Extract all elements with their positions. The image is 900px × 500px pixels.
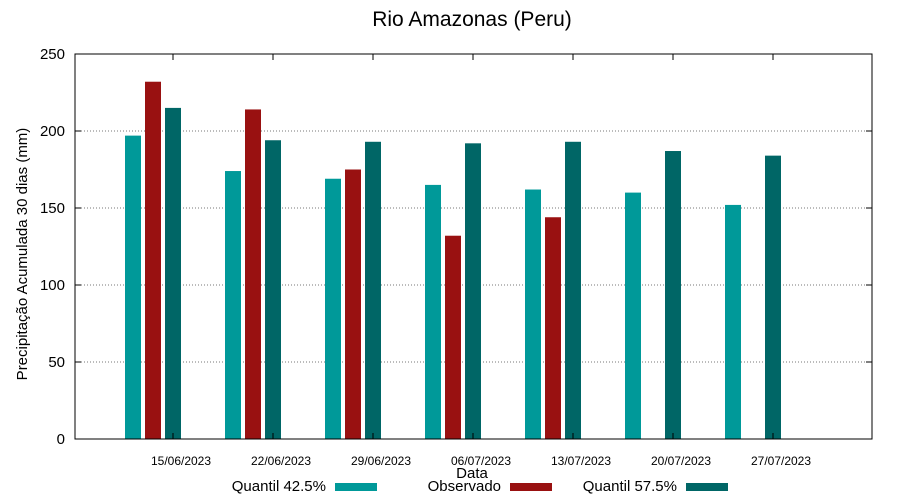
bar <box>325 178 341 440</box>
bar <box>425 184 441 439</box>
bar <box>525 189 541 439</box>
legend-label: Quantil 57.5% <box>583 478 677 495</box>
y-axis-label: Precipitação Acumulada 30 dias (mm) <box>14 128 31 381</box>
legend-swatch <box>510 483 552 491</box>
y-tick-label: 150 <box>40 200 65 217</box>
x-tick-label: 27/07/2023 <box>751 454 811 468</box>
bar <box>625 192 641 439</box>
chart-title: Rio Amazonas (Peru) <box>372 8 572 31</box>
legend-label: Observado <box>428 478 501 495</box>
bar <box>565 141 581 439</box>
bar <box>665 151 681 439</box>
bar <box>465 143 481 439</box>
ticks-layer: 0 50 100 150 200 250 15/06/2023 22/06/2023 29/06… <box>40 46 872 468</box>
bar <box>725 204 741 439</box>
legend-label: Quantil 42.5% <box>232 478 326 495</box>
bars-layer <box>125 81 781 440</box>
y-tick-label: 200 <box>40 123 65 140</box>
x-axis-label: Data <box>456 465 488 482</box>
x-tick-label: 22/06/2023 <box>251 454 311 468</box>
bar <box>345 169 361 439</box>
x-tick-label: 29/06/2023 <box>351 454 411 468</box>
x-tick-label: 20/07/2023 <box>651 454 711 468</box>
legend-swatch <box>686 483 728 491</box>
grid-layer <box>75 130 872 363</box>
legend-swatch <box>335 483 377 491</box>
bar <box>765 155 781 439</box>
bar <box>125 135 141 439</box>
bar <box>445 235 461 439</box>
x-tick-label: 15/06/2023 <box>151 454 211 468</box>
bar <box>145 81 161 439</box>
x-tick-label: 06/07/2023 <box>451 454 511 468</box>
bar <box>545 217 561 439</box>
bar <box>245 109 261 439</box>
y-tick-label: 250 <box>40 46 65 63</box>
bar <box>165 107 181 440</box>
legend: Quantil 42.5% Observado Quantil 57.5% <box>232 478 728 495</box>
bar <box>365 141 381 439</box>
y-tick-label: 50 <box>48 354 65 371</box>
x-tick-label: 13/07/2023 <box>551 454 611 468</box>
bar <box>225 171 241 440</box>
bar <box>265 140 281 440</box>
y-tick-label: 100 <box>40 277 65 294</box>
y-tick-label: 0 <box>57 431 65 448</box>
